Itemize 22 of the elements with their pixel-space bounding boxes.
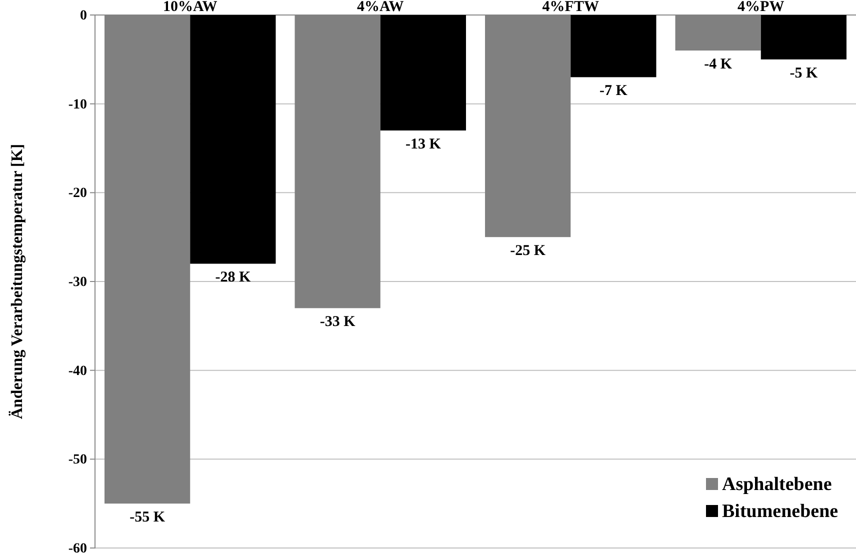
y-tick-label: -10 bbox=[68, 97, 87, 112]
data-label: -28 K bbox=[215, 270, 251, 286]
x-tick-label: 4%PW bbox=[738, 0, 784, 15]
data-label: -7 K bbox=[599, 83, 628, 100]
x-tick-label: 10%AW bbox=[163, 0, 218, 15]
y-tick-label: 0 bbox=[80, 8, 87, 24]
data-label: -13 K bbox=[405, 136, 442, 152]
y-axis-title: Änderung Verarbeitungstemperatur [K] bbox=[8, 144, 26, 420]
y-tick-label: -60 bbox=[68, 541, 87, 555]
data-label: -4 K bbox=[704, 56, 732, 73]
data-label: -5 K bbox=[790, 65, 818, 82]
x-tick-label: 4%AW bbox=[357, 0, 404, 15]
data-label: -33 K bbox=[320, 314, 356, 330]
y-tick-label: -30 bbox=[68, 274, 87, 290]
legend-label: Asphaltebene bbox=[722, 474, 832, 495]
x-tick-label: 4%FTW bbox=[542, 0, 599, 15]
y-tick-label: -50 bbox=[68, 452, 87, 468]
data-label: -55 K bbox=[130, 510, 166, 526]
y-tick-label: -40 bbox=[68, 364, 87, 379]
data-label: -25 K bbox=[510, 243, 546, 260]
y-tick-label: -20 bbox=[68, 186, 87, 202]
legend-label: Bitumenebene bbox=[722, 501, 838, 522]
